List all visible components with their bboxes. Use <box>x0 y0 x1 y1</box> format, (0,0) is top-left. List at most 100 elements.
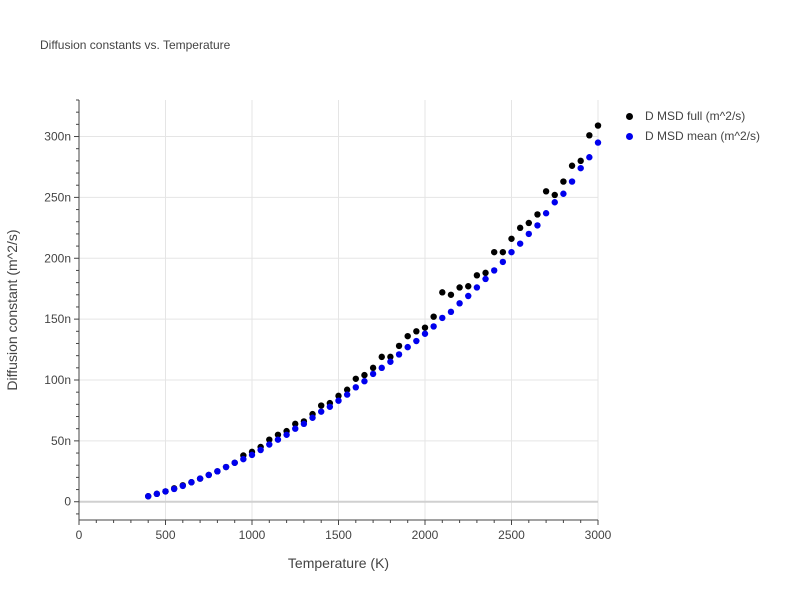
data-point <box>309 414 316 421</box>
data-point <box>439 314 446 322</box>
data-point <box>292 425 299 432</box>
data-point <box>586 154 593 161</box>
data-point <box>205 471 212 479</box>
data-point <box>447 308 455 316</box>
data-point <box>318 402 325 409</box>
legend-marker-mean <box>626 132 633 140</box>
data-point <box>516 240 524 247</box>
legend-item-mean[interactable]: D MSD mean (m^2/s) <box>620 126 760 146</box>
data-point <box>568 178 576 185</box>
data-point <box>594 122 602 129</box>
data-point <box>395 342 403 350</box>
data-point <box>214 468 221 475</box>
data-point <box>491 248 498 256</box>
x-tick-label: 1500 <box>325 528 352 542</box>
data-point <box>179 482 186 490</box>
data-point <box>551 191 558 199</box>
data-point <box>577 164 584 172</box>
series-full <box>145 122 602 500</box>
data-point <box>421 330 429 337</box>
legend-marker-full <box>626 112 633 120</box>
grid <box>79 100 599 520</box>
data-point <box>343 391 351 398</box>
data-point <box>274 431 282 438</box>
data-point <box>473 272 481 279</box>
data-point <box>516 224 524 232</box>
x-tick-label: 500 <box>155 528 175 542</box>
data-point <box>560 178 567 185</box>
y-tick-label: 50n <box>51 434 71 448</box>
data-point <box>508 235 515 242</box>
data-point <box>542 188 550 195</box>
data-point <box>352 384 359 391</box>
data-point <box>482 269 489 277</box>
legend-label-full: D MSD full (m^2/s) <box>645 109 746 123</box>
data-point <box>222 463 230 471</box>
data-point <box>335 397 342 404</box>
data-point <box>413 328 420 335</box>
y-axis-title: Diffusion constant (m^2/s) <box>4 229 20 390</box>
y-tick-label: 150n <box>44 312 71 326</box>
data-point <box>274 436 282 443</box>
y-tick-label: 0 <box>64 495 71 509</box>
data-point <box>456 284 463 291</box>
data-point <box>378 364 385 372</box>
data-point <box>525 219 532 227</box>
data-point <box>387 358 394 365</box>
data-point <box>586 132 593 139</box>
data-point <box>430 323 437 330</box>
chart-title: Diffusion constants vs. Temperature <box>40 38 231 52</box>
data-point <box>491 267 498 274</box>
data-point <box>361 378 368 385</box>
data-point <box>456 300 463 307</box>
x-tick-label: 3000 <box>585 528 612 542</box>
data-point <box>162 488 169 495</box>
data-point <box>560 190 567 197</box>
data-point <box>292 420 299 428</box>
legend-item-full[interactable]: D MSD full (m^2/s) <box>620 106 760 126</box>
data-point <box>465 283 472 290</box>
data-point <box>318 408 325 415</box>
data-point <box>257 446 264 454</box>
data-point <box>542 210 550 217</box>
data-point <box>240 455 247 463</box>
data-point <box>283 431 290 438</box>
data-point <box>395 351 403 358</box>
data-point <box>421 324 429 331</box>
data-point <box>170 485 178 493</box>
data-point <box>378 353 385 361</box>
y-tick-label: 250n <box>44 190 71 204</box>
legend-label-mean: D MSD mean (m^2/s) <box>645 129 760 143</box>
data-point <box>525 230 532 238</box>
data-points <box>145 122 602 500</box>
series-mean <box>145 139 602 500</box>
data-point <box>413 337 420 345</box>
y-tick-label: 300n <box>44 130 71 144</box>
data-point <box>188 479 195 486</box>
data-point <box>387 353 394 361</box>
data-point <box>508 248 515 256</box>
legend[interactable]: D MSD full (m^2/s) D MSD mean (m^2/s) <box>620 106 760 146</box>
data-point <box>369 370 377 378</box>
data-point <box>499 248 507 256</box>
data-point <box>266 441 273 448</box>
data-point <box>326 403 334 410</box>
data-point <box>551 199 558 206</box>
data-point <box>404 343 411 351</box>
data-point <box>482 275 489 283</box>
data-point <box>343 386 351 393</box>
y-tick-label: 200n <box>44 251 71 265</box>
data-point <box>534 211 541 218</box>
x-tick-label: 2500 <box>498 528 525 542</box>
data-point <box>248 451 256 459</box>
data-point <box>231 459 238 466</box>
data-point <box>361 371 368 379</box>
data-point <box>266 436 273 443</box>
data-point <box>404 332 411 340</box>
data-point <box>439 289 446 296</box>
data-point <box>352 375 359 382</box>
data-point <box>465 292 472 300</box>
y-tick-label: 100n <box>44 373 71 387</box>
data-point <box>153 490 161 498</box>
